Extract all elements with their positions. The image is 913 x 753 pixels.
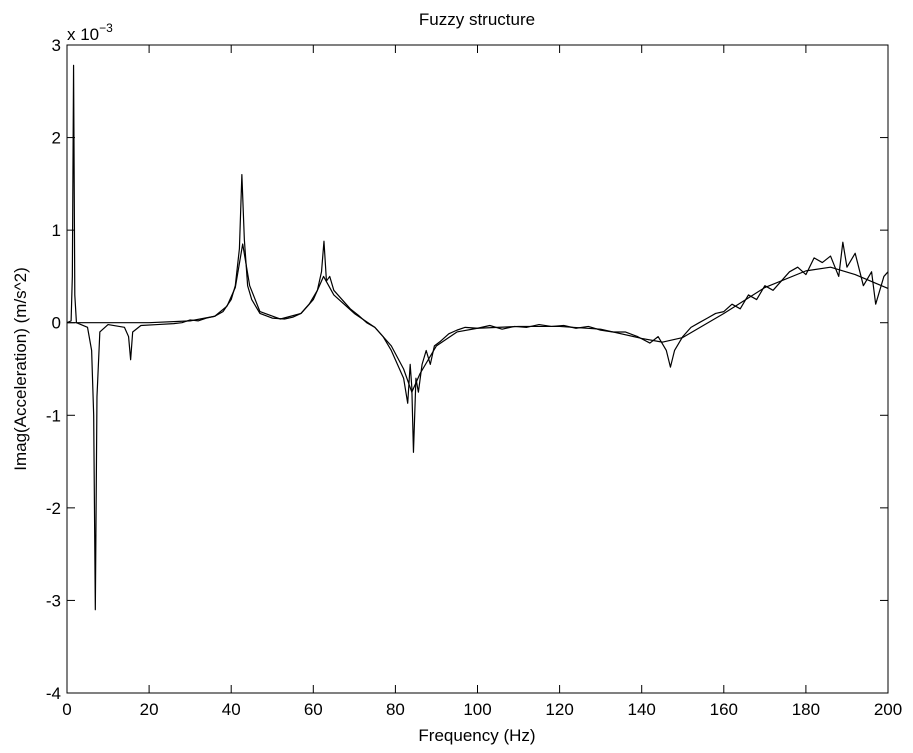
y-multiplier: x 10−3: [67, 21, 113, 44]
x-tick-label: 40: [222, 700, 241, 719]
x-tick-label: 140: [628, 700, 656, 719]
x-tick-label: 120: [545, 700, 573, 719]
data-line: [66, 64, 889, 611]
data-line: [67, 243, 889, 393]
plot-frame: [66, 44, 889, 694]
x-tick-label: 100: [463, 700, 491, 719]
x-tick-label: 20: [140, 700, 159, 719]
y-axis-label: Imag(Acceleration) (m/s^2): [11, 267, 30, 471]
y-tick-label: 1: [52, 221, 61, 240]
y-tick-label: -3: [46, 591, 61, 610]
multiplier-base: x 10: [67, 25, 99, 44]
y-tick-label: -4: [46, 684, 61, 703]
y-tick-label: 3: [52, 36, 61, 55]
y-tick-label: -1: [46, 406, 61, 425]
x-axis-label: Frequency (Hz): [418, 726, 535, 745]
y-tick-label: 0: [52, 314, 61, 333]
x-tick-label: 80: [386, 700, 405, 719]
x-tick-label: 60: [304, 700, 323, 719]
y-tick-label: -2: [46, 499, 61, 518]
multiplier-exponent: −3: [99, 21, 113, 35]
y-tick-label: 2: [52, 129, 61, 148]
x-tick-label: 200: [874, 700, 902, 719]
x-tick-label: 180: [792, 700, 820, 719]
x-tick-label: 160: [710, 700, 738, 719]
chart-title: Fuzzy structure: [419, 10, 535, 29]
x-tick-label: 0: [62, 700, 71, 719]
